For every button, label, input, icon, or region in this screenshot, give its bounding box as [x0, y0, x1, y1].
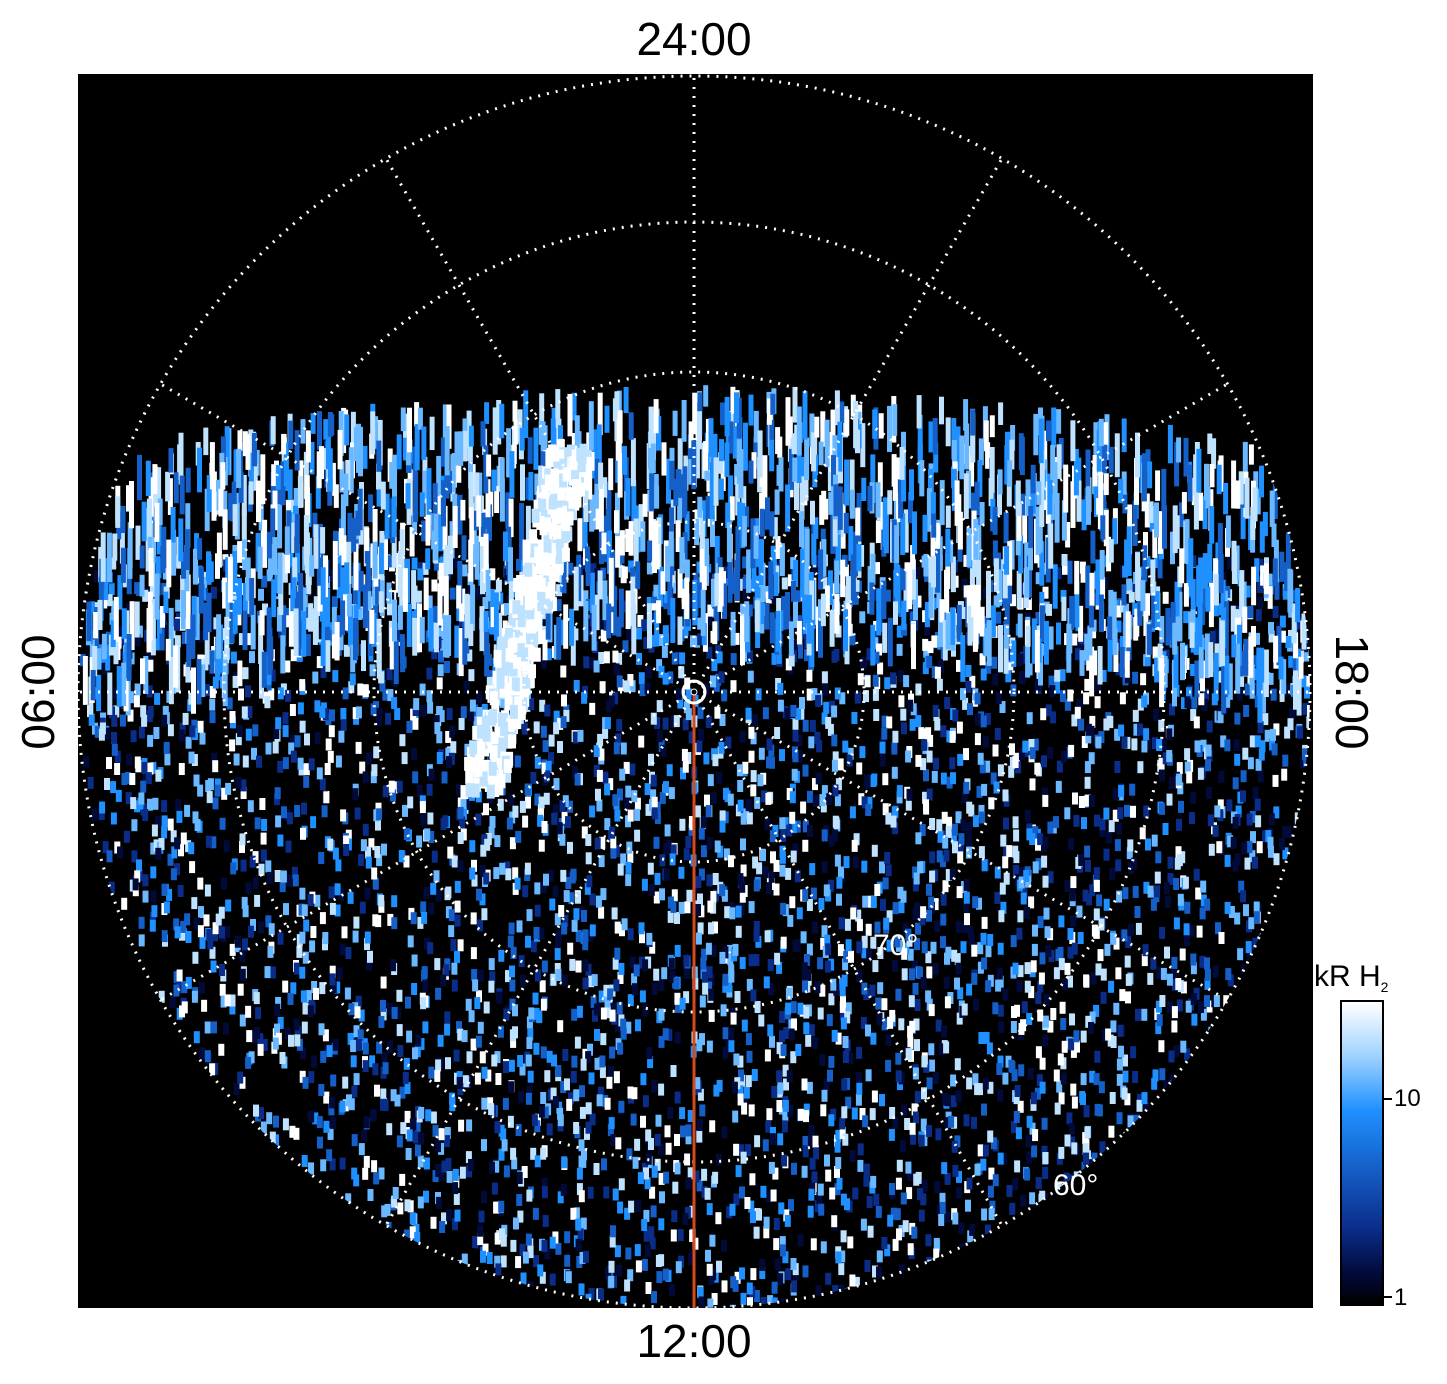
time-label-24: 24:00	[636, 13, 752, 65]
meridian-line	[159, 382, 695, 694]
colorbar-tick-mark	[1384, 1098, 1392, 1100]
colorbar-tick-mark	[1384, 1296, 1392, 1298]
latitude-circle	[78, 74, 1312, 1308]
meridian-line	[159, 690, 695, 1002]
latitude-circle	[522, 520, 866, 864]
meridian-line	[693, 690, 1229, 1002]
polar-map-image	[78, 74, 1312, 1308]
time-label-12: 12:00	[636, 1315, 752, 1367]
pole-marker-outer	[681, 679, 707, 705]
colorbar-tick-1: 1	[1394, 1284, 1408, 1311]
meridian-line	[693, 382, 1229, 694]
colorbar	[1340, 1000, 1384, 1306]
pole-marker-inner	[690, 688, 698, 696]
auroral-polar-projection: 70° 60°	[78, 74, 1313, 1308]
time-label-06: 06:00	[12, 634, 64, 750]
meridian-line	[692, 691, 1004, 1227]
latitude-label-60: 60°	[1053, 1169, 1099, 1202]
colorbar-title: kR H2	[1314, 960, 1389, 995]
latitude-label-70: 70°	[873, 929, 919, 962]
time-label-18: 18:00	[1326, 634, 1378, 750]
meridian-line	[692, 157, 1004, 693]
colorbar-tick-10: 10	[1394, 1085, 1421, 1112]
meridian-line	[384, 157, 696, 693]
meridian-line	[384, 691, 696, 1227]
latitude-circle	[372, 370, 1016, 1014]
